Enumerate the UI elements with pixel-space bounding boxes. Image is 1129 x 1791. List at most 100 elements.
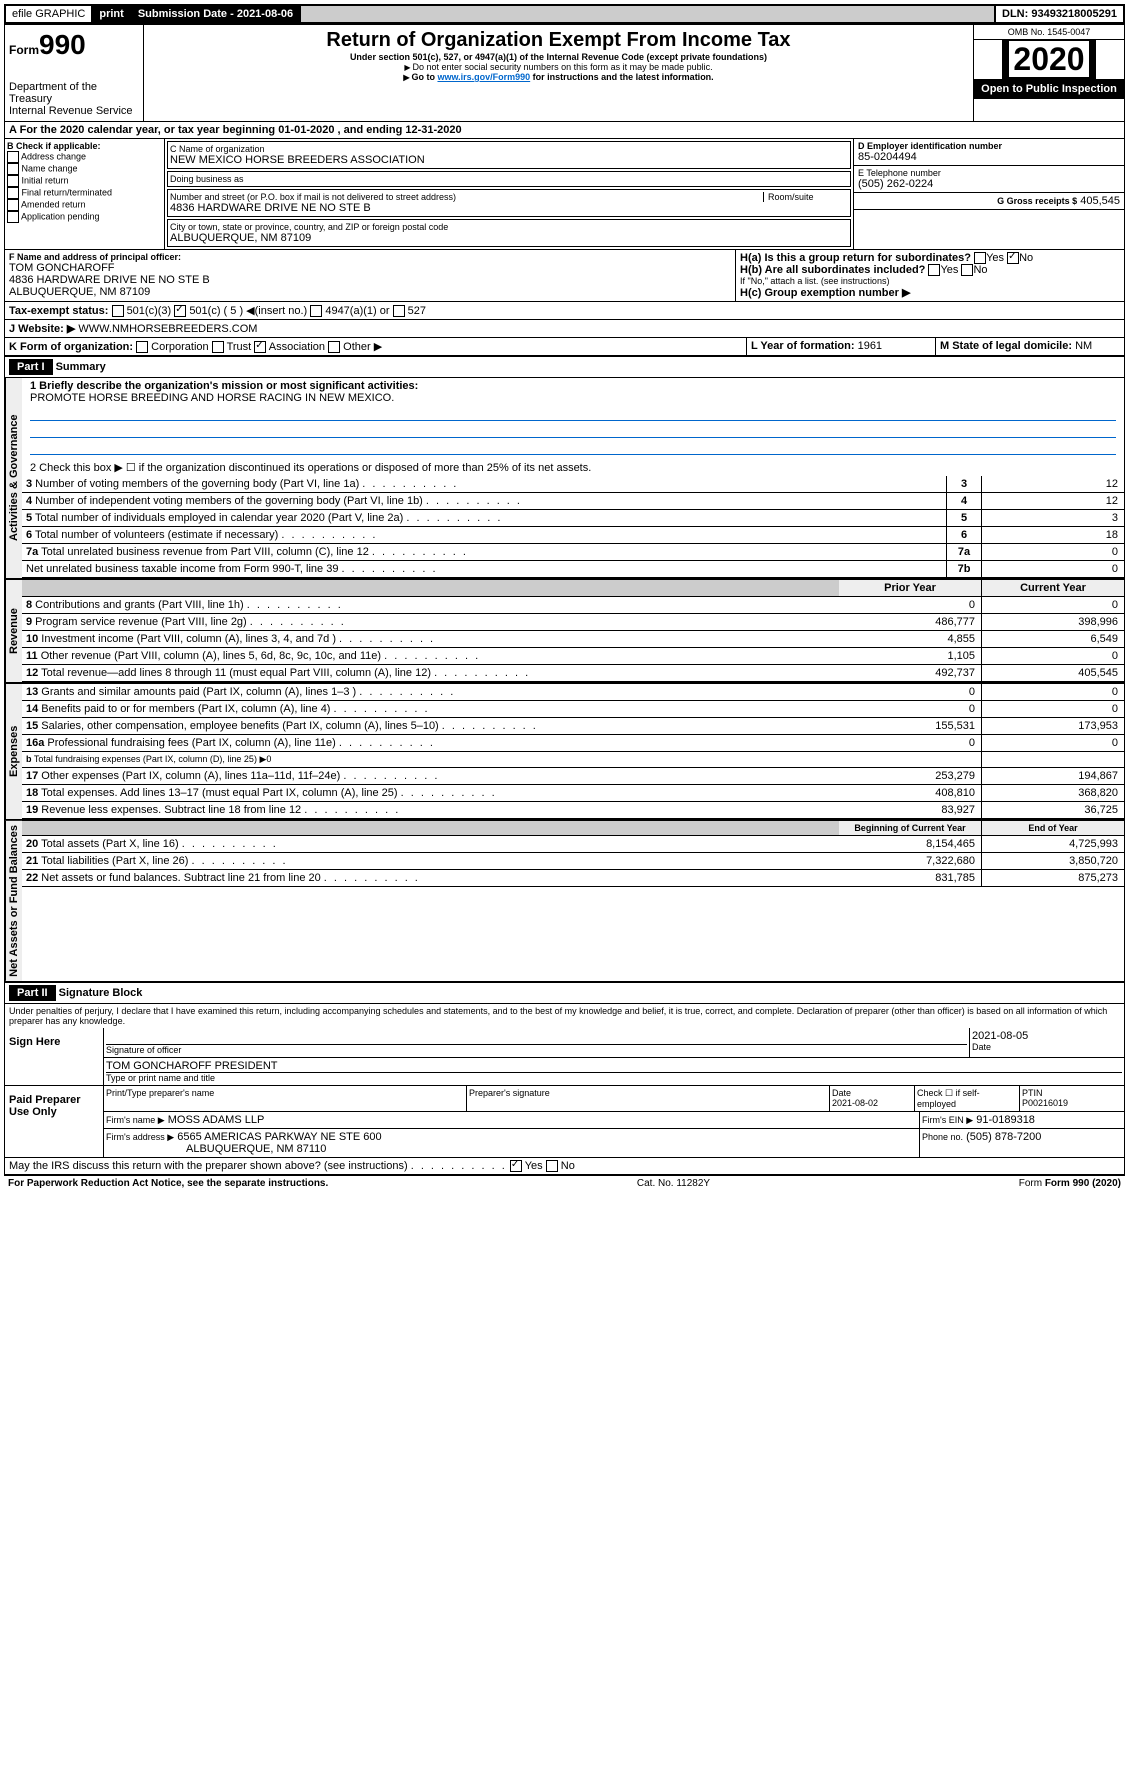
state-domicile: NM bbox=[1075, 340, 1092, 352]
part2-header: Part II bbox=[9, 985, 56, 1001]
501c3-check[interactable] bbox=[112, 305, 124, 317]
527-check[interactable] bbox=[393, 305, 405, 317]
form-number: 990 bbox=[39, 29, 86, 60]
prior-year-hdr: Prior Year bbox=[839, 580, 981, 596]
form-title: Return of Organization Exempt From Incom… bbox=[148, 29, 969, 52]
cat-number: Cat. No. 11282Y bbox=[637, 1178, 710, 1189]
gross-value: 405,545 bbox=[1080, 195, 1120, 207]
firm-address: 6565 AMERICAS PARKWAY NE STE 600 bbox=[177, 1131, 381, 1143]
data-row: 16a Professional fundraising fees (Part … bbox=[22, 735, 1124, 752]
501c-check[interactable] bbox=[174, 305, 186, 317]
prep-date: 2021-08-02 bbox=[832, 1098, 878, 1108]
city-value: ALBUQUERQUE, NM 87109 bbox=[170, 232, 848, 244]
discuss-yes[interactable] bbox=[510, 1160, 522, 1172]
irs-label: Internal Revenue Service bbox=[9, 105, 139, 117]
box-b-title: B Check if applicable: bbox=[7, 141, 162, 151]
dept-treasury: Department of the Treasury bbox=[9, 81, 139, 105]
data-row: 11 Other revenue (Part VIII, column (A),… bbox=[22, 648, 1124, 665]
dba-label: Doing business as bbox=[167, 171, 851, 187]
officer-printed-name: TOM GONCHAROFF PRESIDENT bbox=[106, 1060, 1122, 1073]
firm-name: MOSS ADAMS LLP bbox=[168, 1114, 265, 1126]
q1-label: 1 Briefly describe the organization's mi… bbox=[30, 380, 1116, 392]
discuss-question: May the IRS discuss this return with the… bbox=[9, 1160, 408, 1172]
vlabel-netassets: Net Assets or Fund Balances bbox=[5, 821, 22, 981]
data-row: 21 Total liabilities (Part X, line 26) 7… bbox=[22, 853, 1124, 870]
gross-label: G Gross receipts $ bbox=[997, 196, 1077, 206]
k-assoc[interactable] bbox=[254, 341, 266, 353]
year-formation: 1961 bbox=[858, 340, 882, 352]
street-address: 4836 HARDWARE DRIVE NE NO STE B bbox=[170, 202, 848, 214]
gov-row: 4 Number of independent voting members o… bbox=[22, 493, 1124, 510]
k-trust[interactable] bbox=[212, 341, 224, 353]
ha-label: H(a) Is this a group return for subordin… bbox=[740, 252, 971, 264]
gov-row: 3 Number of voting members of the govern… bbox=[22, 476, 1124, 493]
box-b-item: Final return/terminated bbox=[7, 187, 162, 199]
hc-label: H(c) Group exemption number ▶ bbox=[740, 286, 1120, 299]
form990-link[interactable]: www.irs.gov/Form990 bbox=[437, 72, 530, 82]
pra-notice: For Paperwork Reduction Act Notice, see … bbox=[8, 1178, 328, 1189]
dln: DLN: 93493218005291 bbox=[996, 6, 1123, 22]
tax-year: 2020 bbox=[1002, 40, 1095, 79]
discuss-no[interactable] bbox=[546, 1160, 558, 1172]
ha-no[interactable] bbox=[1007, 252, 1019, 264]
top-bar: efile GRAPHIC print Submission Date - 20… bbox=[4, 4, 1125, 24]
begin-year-hdr: Beginning of Current Year bbox=[839, 821, 981, 835]
data-row: 10 Investment income (Part VIII, column … bbox=[22, 631, 1124, 648]
paid-preparer-label: Paid Preparer Use Only bbox=[5, 1086, 104, 1157]
sig-date: 2021-08-05 bbox=[972, 1030, 1122, 1042]
note-goto-post: for instructions and the latest informat… bbox=[530, 72, 714, 82]
vlabel-revenue: Revenue bbox=[5, 580, 22, 682]
open-public: Open to Public Inspection bbox=[974, 79, 1124, 99]
gov-row: 7a Total unrelated business revenue from… bbox=[22, 544, 1124, 561]
l-label: L Year of formation: bbox=[751, 340, 855, 352]
data-row: 14 Benefits paid to or for members (Part… bbox=[22, 701, 1124, 718]
officer-label: F Name and address of principal officer: bbox=[9, 252, 731, 262]
form-prefix: Form bbox=[9, 43, 39, 57]
hb-no[interactable] bbox=[961, 264, 973, 276]
k-other[interactable] bbox=[328, 341, 340, 353]
line-a: A For the 2020 calendar year, or tax yea… bbox=[5, 122, 1124, 139]
note-goto-pre: Go to bbox=[411, 72, 437, 82]
self-employed: Check ☐ if self-employed bbox=[915, 1086, 1020, 1111]
curr-year-hdr: Current Year bbox=[981, 580, 1124, 596]
box-c-label: C Name of organization bbox=[170, 144, 848, 154]
data-row: 13 Grants and similar amounts paid (Part… bbox=[22, 684, 1124, 701]
part2-name: Signature Block bbox=[59, 987, 143, 999]
data-row: 18 Total expenses. Add lines 13–17 (must… bbox=[22, 785, 1124, 802]
efile-label: efile GRAPHIC bbox=[6, 6, 93, 22]
gov-row: 6 Total number of volunteers (estimate i… bbox=[22, 527, 1124, 544]
data-row: 19 Revenue less expenses. Subtract line … bbox=[22, 802, 1124, 819]
print-button[interactable]: print bbox=[93, 6, 131, 22]
type-name-label: Type or print name and title bbox=[106, 1073, 1122, 1083]
box-b-item: Amended return bbox=[7, 199, 162, 211]
officer-addr2: ALBUQUERQUE, NM 87109 bbox=[9, 286, 731, 298]
firm-phone: (505) 878-7200 bbox=[966, 1131, 1041, 1143]
city-label: City or town, state or province, country… bbox=[170, 222, 848, 232]
k-label: K Form of organization: bbox=[9, 341, 133, 353]
ptin-value: P00216019 bbox=[1022, 1098, 1068, 1108]
end-year-hdr: End of Year bbox=[981, 821, 1124, 835]
form-header: Form990 Department of the Treasury Inter… bbox=[5, 25, 1124, 122]
part1-name: Summary bbox=[56, 361, 106, 373]
m-label: M State of legal domicile: bbox=[940, 340, 1072, 352]
part1-header: Part I bbox=[9, 359, 53, 375]
4947-check[interactable] bbox=[310, 305, 322, 317]
vlabel-expenses: Expenses bbox=[5, 684, 22, 819]
footer-form: Form 990 (2020) bbox=[1045, 1178, 1121, 1189]
phone-value: (505) 262-0224 bbox=[858, 178, 1120, 190]
data-row: 8 Contributions and grants (Part VIII, l… bbox=[22, 597, 1124, 614]
data-row: 9 Program service revenue (Part VIII, li… bbox=[22, 614, 1124, 631]
ein-value: 85-0204494 bbox=[858, 151, 1120, 163]
submission-date: Submission Date - 2021-08-06 bbox=[132, 6, 301, 22]
phone-label: E Telephone number bbox=[858, 168, 1120, 178]
prep-name-label: Print/Type preparer's name bbox=[104, 1086, 467, 1111]
omb-number: OMB No. 1545-0047 bbox=[974, 25, 1124, 40]
hb-yes[interactable] bbox=[928, 264, 940, 276]
addr-label: Number and street (or P.O. box if mail i… bbox=[170, 192, 763, 202]
org-name: NEW MEXICO HORSE BREEDERS ASSOCIATION bbox=[170, 154, 848, 166]
sig-officer-label: Signature of officer bbox=[106, 1045, 967, 1055]
ha-yes[interactable] bbox=[974, 252, 986, 264]
k-corp[interactable] bbox=[136, 341, 148, 353]
sign-here-label: Sign Here bbox=[5, 1028, 104, 1085]
form-subtitle: Under section 501(c), 527, or 4947(a)(1)… bbox=[148, 52, 969, 62]
